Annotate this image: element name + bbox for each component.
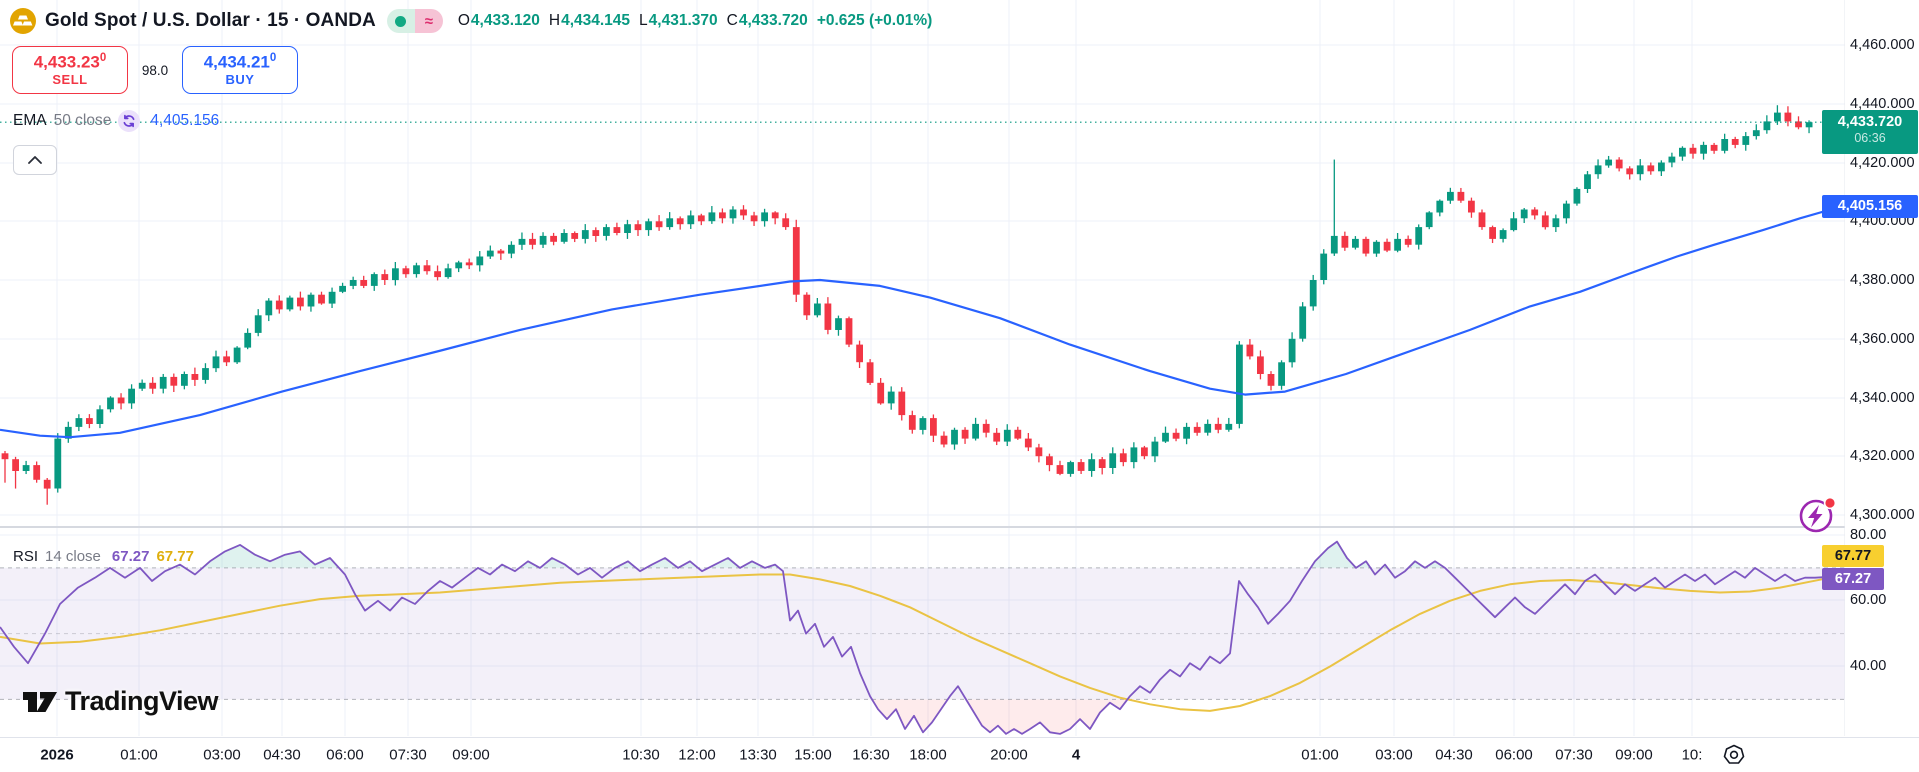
last-price-badge: 4,433.720 06:36	[1822, 110, 1918, 154]
trade-panel: 4,433.230 SELL 98.0 4,434.210 BUY	[12, 46, 298, 94]
chevron-up-icon	[28, 156, 42, 164]
rsi-ma-value: 67.77	[156, 547, 194, 565]
time-tick-label: 09:00	[1615, 746, 1653, 764]
axis-tick-label: 4,320.000	[1850, 448, 1915, 464]
open-label: O	[457, 12, 470, 29]
chart-canvas[interactable]	[0, 0, 1919, 737]
time-tick-label: 01:00	[1301, 746, 1339, 764]
high-label: H	[548, 12, 561, 29]
symbol-title[interactable]: Gold Spot / U.S. Dollar · 15 · OANDA	[45, 10, 376, 31]
time-tick-label: 04:30	[263, 746, 301, 764]
ohlc-values: O 4,433.120 H 4,434.145 L 4,431.370 C 4,433.…	[458, 12, 932, 30]
time-tick-label: 10:	[1681, 746, 1703, 764]
time-tick-label: 04:30	[1435, 746, 1473, 764]
time-axis[interactable]: 2026 01:00 03:00 04:30 06:00 07:30 09:00 10:30 1…	[0, 737, 1919, 772]
rsi-value-badge: 67.27	[1822, 568, 1884, 590]
axis-tick-label: 4,440.000	[1850, 96, 1915, 112]
lightning-button[interactable]	[1797, 495, 1839, 535]
chart-header: Gold Spot / U.S. Dollar · 15 · OANDA ≈ O…	[10, 6, 932, 36]
axis-tick-label: 80.00	[1850, 527, 1887, 543]
time-tick-label: 06:00	[1495, 746, 1533, 764]
time-tick-label: 2026	[40, 746, 74, 764]
buy-price: 4,434.21	[203, 53, 270, 73]
low-label: L	[639, 12, 648, 29]
tradingview-logo[interactable]: TradingView	[22, 686, 219, 717]
bar-countdown: 06:36	[1854, 131, 1886, 146]
price-axis[interactable]: 4,460.000 4,440.000 4,420.000 4,400.000 4,38…	[1822, 0, 1919, 737]
change-value: +0.625 (+0.01%)	[816, 12, 933, 29]
axis-tick-label: 4,300.000	[1850, 507, 1915, 523]
buy-label: BUY	[225, 71, 255, 87]
buy-button[interactable]: 4,434.210 BUY	[182, 46, 298, 94]
rsi-ma-badge: 67.77	[1822, 545, 1884, 567]
time-tick-label: 15:00	[794, 746, 832, 764]
time-tick-label: 4	[1071, 746, 1081, 764]
collapse-legend-button[interactable]	[13, 145, 57, 175]
rsi-value: 67.27	[111, 547, 150, 565]
delayed-data-icon: ≈	[414, 9, 443, 33]
ema-name: EMA	[13, 112, 47, 129]
tradingview-logo-text: TradingView	[65, 686, 219, 716]
time-tick-label: 12:00	[678, 746, 716, 764]
axis-tick-label: 4,460.000	[1850, 37, 1915, 53]
sell-button[interactable]: 4,433.230 SELL	[12, 46, 128, 94]
ema-value: 4,405.156	[150, 112, 220, 129]
market-status-pill[interactable]: ≈	[386, 9, 443, 33]
axis-tick-label: 60.00	[1850, 592, 1887, 608]
last-price-value: 4,433.720	[1837, 114, 1903, 130]
time-tick-label: 13:30	[739, 746, 777, 764]
axis-tick-label: 4,380.000	[1850, 272, 1915, 288]
time-tick-label: 10:30	[622, 746, 660, 764]
spread-value: 98.0	[141, 62, 169, 78]
time-tick-label: 20:00	[990, 746, 1028, 764]
gold-symbol-icon	[10, 8, 36, 34]
buy-price-fraction: 0	[269, 52, 277, 65]
time-tick-label: 18:00	[909, 746, 947, 764]
close-value: 4,433.720	[738, 12, 808, 29]
time-tick-label: 16:30	[852, 746, 890, 764]
sell-price: 4,433.23	[33, 53, 100, 73]
time-tick-label: 01:00	[120, 746, 158, 764]
axis-tick-label: 4,360.000	[1850, 331, 1915, 347]
ema-price-badge: 4,405.156	[1822, 195, 1918, 218]
heptagon-marker-icon[interactable]	[1723, 744, 1745, 766]
high-value: 4,434.145	[561, 12, 631, 29]
ema-params: 50 close	[53, 112, 112, 129]
ema-indicator-legend[interactable]: EMA 50 close 4,405.156	[13, 110, 219, 132]
reload-indicator-icon[interactable]	[118, 110, 141, 132]
time-tick-label: 07:30	[1555, 746, 1593, 764]
time-tick-label: 09:00	[452, 746, 490, 764]
rsi-params: 14 close	[45, 547, 101, 565]
time-tick-label: 06:00	[326, 746, 364, 764]
axis-tick-label: 4,420.000	[1850, 155, 1915, 171]
open-value: 4,433.120	[470, 12, 540, 29]
tradingview-mark-icon	[23, 691, 57, 712]
rsi-indicator-legend[interactable]: RSI 14 close 67.27 67.77	[13, 546, 194, 566]
market-open-icon	[386, 9, 415, 33]
rsi-name: RSI	[13, 547, 39, 565]
sell-price-fraction: 0	[99, 52, 107, 65]
time-tick-label: 03:00	[203, 746, 241, 764]
time-tick-label: 07:30	[389, 746, 427, 764]
sell-label: SELL	[52, 71, 88, 87]
low-value: 4,431.370	[648, 12, 718, 29]
close-label: C	[726, 12, 738, 29]
axis-tick-label: 40.00	[1850, 658, 1887, 674]
time-tick-label: 03:00	[1375, 746, 1413, 764]
axis-tick-label: 4,340.000	[1850, 390, 1915, 406]
